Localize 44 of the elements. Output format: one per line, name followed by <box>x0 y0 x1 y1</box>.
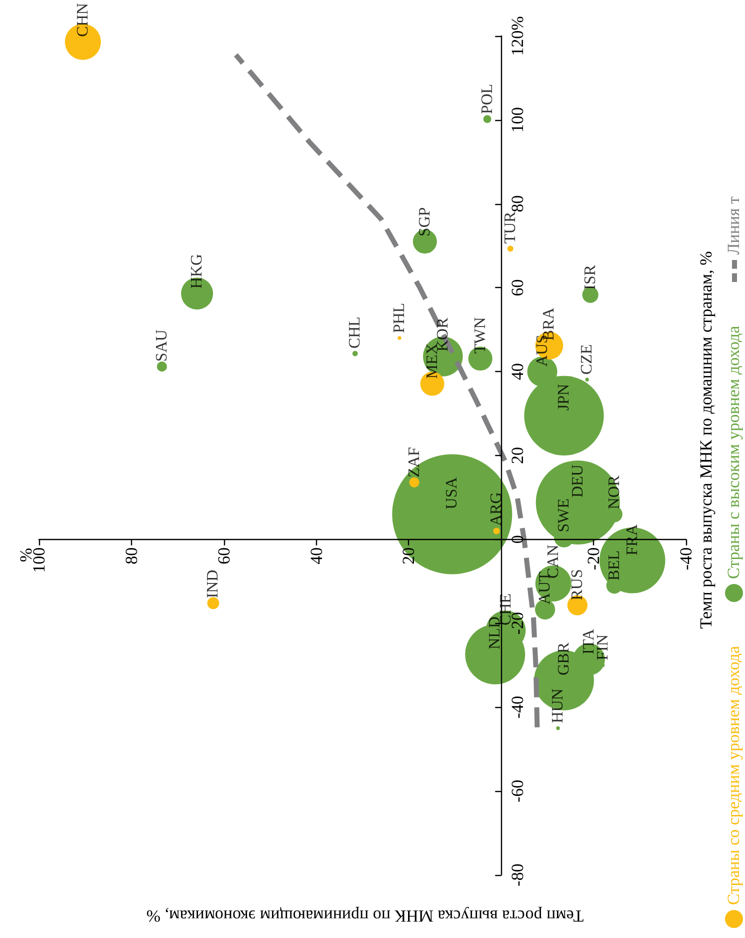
annotation: HKG <box>188 253 206 289</box>
text: Страны со средним уровнем дохода <box>724 646 744 905</box>
annotation: SAU <box>153 329 170 362</box>
y-tick-label: -80 <box>508 864 528 886</box>
x-tick-label: 80 <box>122 547 141 564</box>
annotation: BEL <box>606 550 623 581</box>
x-axis-title: Темп роста выпуска МНК по принимающим экономикам, % <box>146 906 584 926</box>
annotation: ZAF <box>406 447 423 478</box>
y-tick-label: -40 <box>508 696 528 719</box>
annotation: CZE <box>578 344 596 375</box>
x-tick-label: -20 <box>584 547 604 570</box>
annotation: DEU <box>569 464 586 498</box>
y-tick-label: 20 <box>508 447 528 464</box>
x-tick-label: -40 <box>676 547 696 570</box>
y-axis-title: Темп роста выпуска МНК по домашним странам, % <box>696 251 716 629</box>
annotation: ARG <box>488 492 506 526</box>
annotation: POL <box>478 84 496 114</box>
annotation: HUN <box>549 688 566 724</box>
annotation: PHL <box>390 302 408 334</box>
y-tick-label: 100 <box>508 107 528 133</box>
annotation: ISR <box>582 264 599 290</box>
annotation: IND <box>204 570 222 598</box>
y-tick-label: 120% <box>508 16 528 56</box>
x-tick-label: 20 <box>399 547 418 564</box>
annotation: CHN <box>74 2 92 37</box>
annotation: JPN <box>555 384 572 411</box>
y-tick-label: 40 <box>508 363 528 380</box>
annotation: NOR <box>606 475 623 510</box>
y-tick-label: 60 <box>508 279 528 296</box>
annotation: TUR <box>502 211 519 244</box>
annotation: SGP <box>416 207 434 237</box>
y-tick-label: -60 <box>508 780 528 802</box>
y-tick-label: 80 <box>508 195 528 212</box>
annotation: RUS <box>568 569 586 600</box>
annotation: TWN <box>472 316 489 354</box>
y-tick-label: 0 <box>508 535 528 544</box>
annotation: SWE <box>555 498 572 532</box>
annotation: CHL <box>346 316 364 349</box>
x-tick-label: 40 <box>306 547 326 564</box>
text: Страны с высоким уровнем дохода <box>724 326 744 579</box>
annotation: GBR <box>555 642 572 676</box>
text: Линия т <box>724 196 744 255</box>
annotation: USA <box>444 476 461 510</box>
x-tick-label: 60 <box>214 547 234 564</box>
